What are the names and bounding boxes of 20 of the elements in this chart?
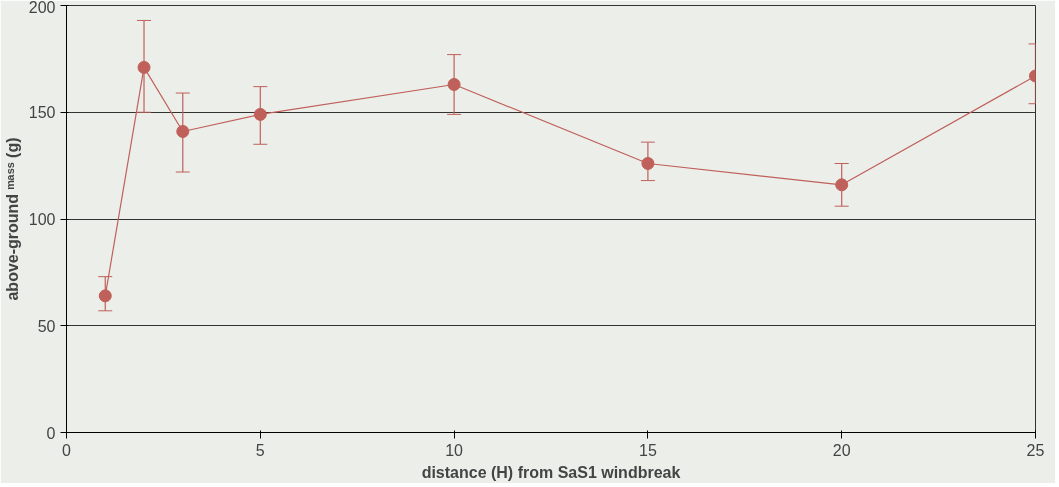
y-tick-label: 0	[46, 424, 56, 442]
y-tick-label: 50	[37, 317, 56, 335]
y-axis-title: above-ground ᵐᵃˢˢ (g)	[3, 137, 21, 301]
point	[641, 157, 655, 170]
point	[835, 178, 849, 192]
x-tick-label: 20	[832, 441, 851, 459]
y-tick-label: 100	[28, 211, 56, 228]
x-tick-label: 0	[62, 441, 72, 459]
point	[447, 78, 461, 91]
x-tick-label: 10	[445, 441, 464, 459]
y-tick-label: 150	[28, 104, 56, 122]
x-tick-label: 15	[639, 441, 657, 459]
point	[253, 107, 267, 121]
x-axis-title: distance (H) from SaS1 windbreak	[421, 463, 681, 481]
x-tick-label: 5	[255, 441, 265, 459]
point	[98, 289, 112, 303]
point	[137, 60, 151, 74]
point	[176, 124, 190, 138]
y-tick-label: 200	[28, 0, 56, 16]
x-tick-label: 25	[1026, 441, 1045, 459]
